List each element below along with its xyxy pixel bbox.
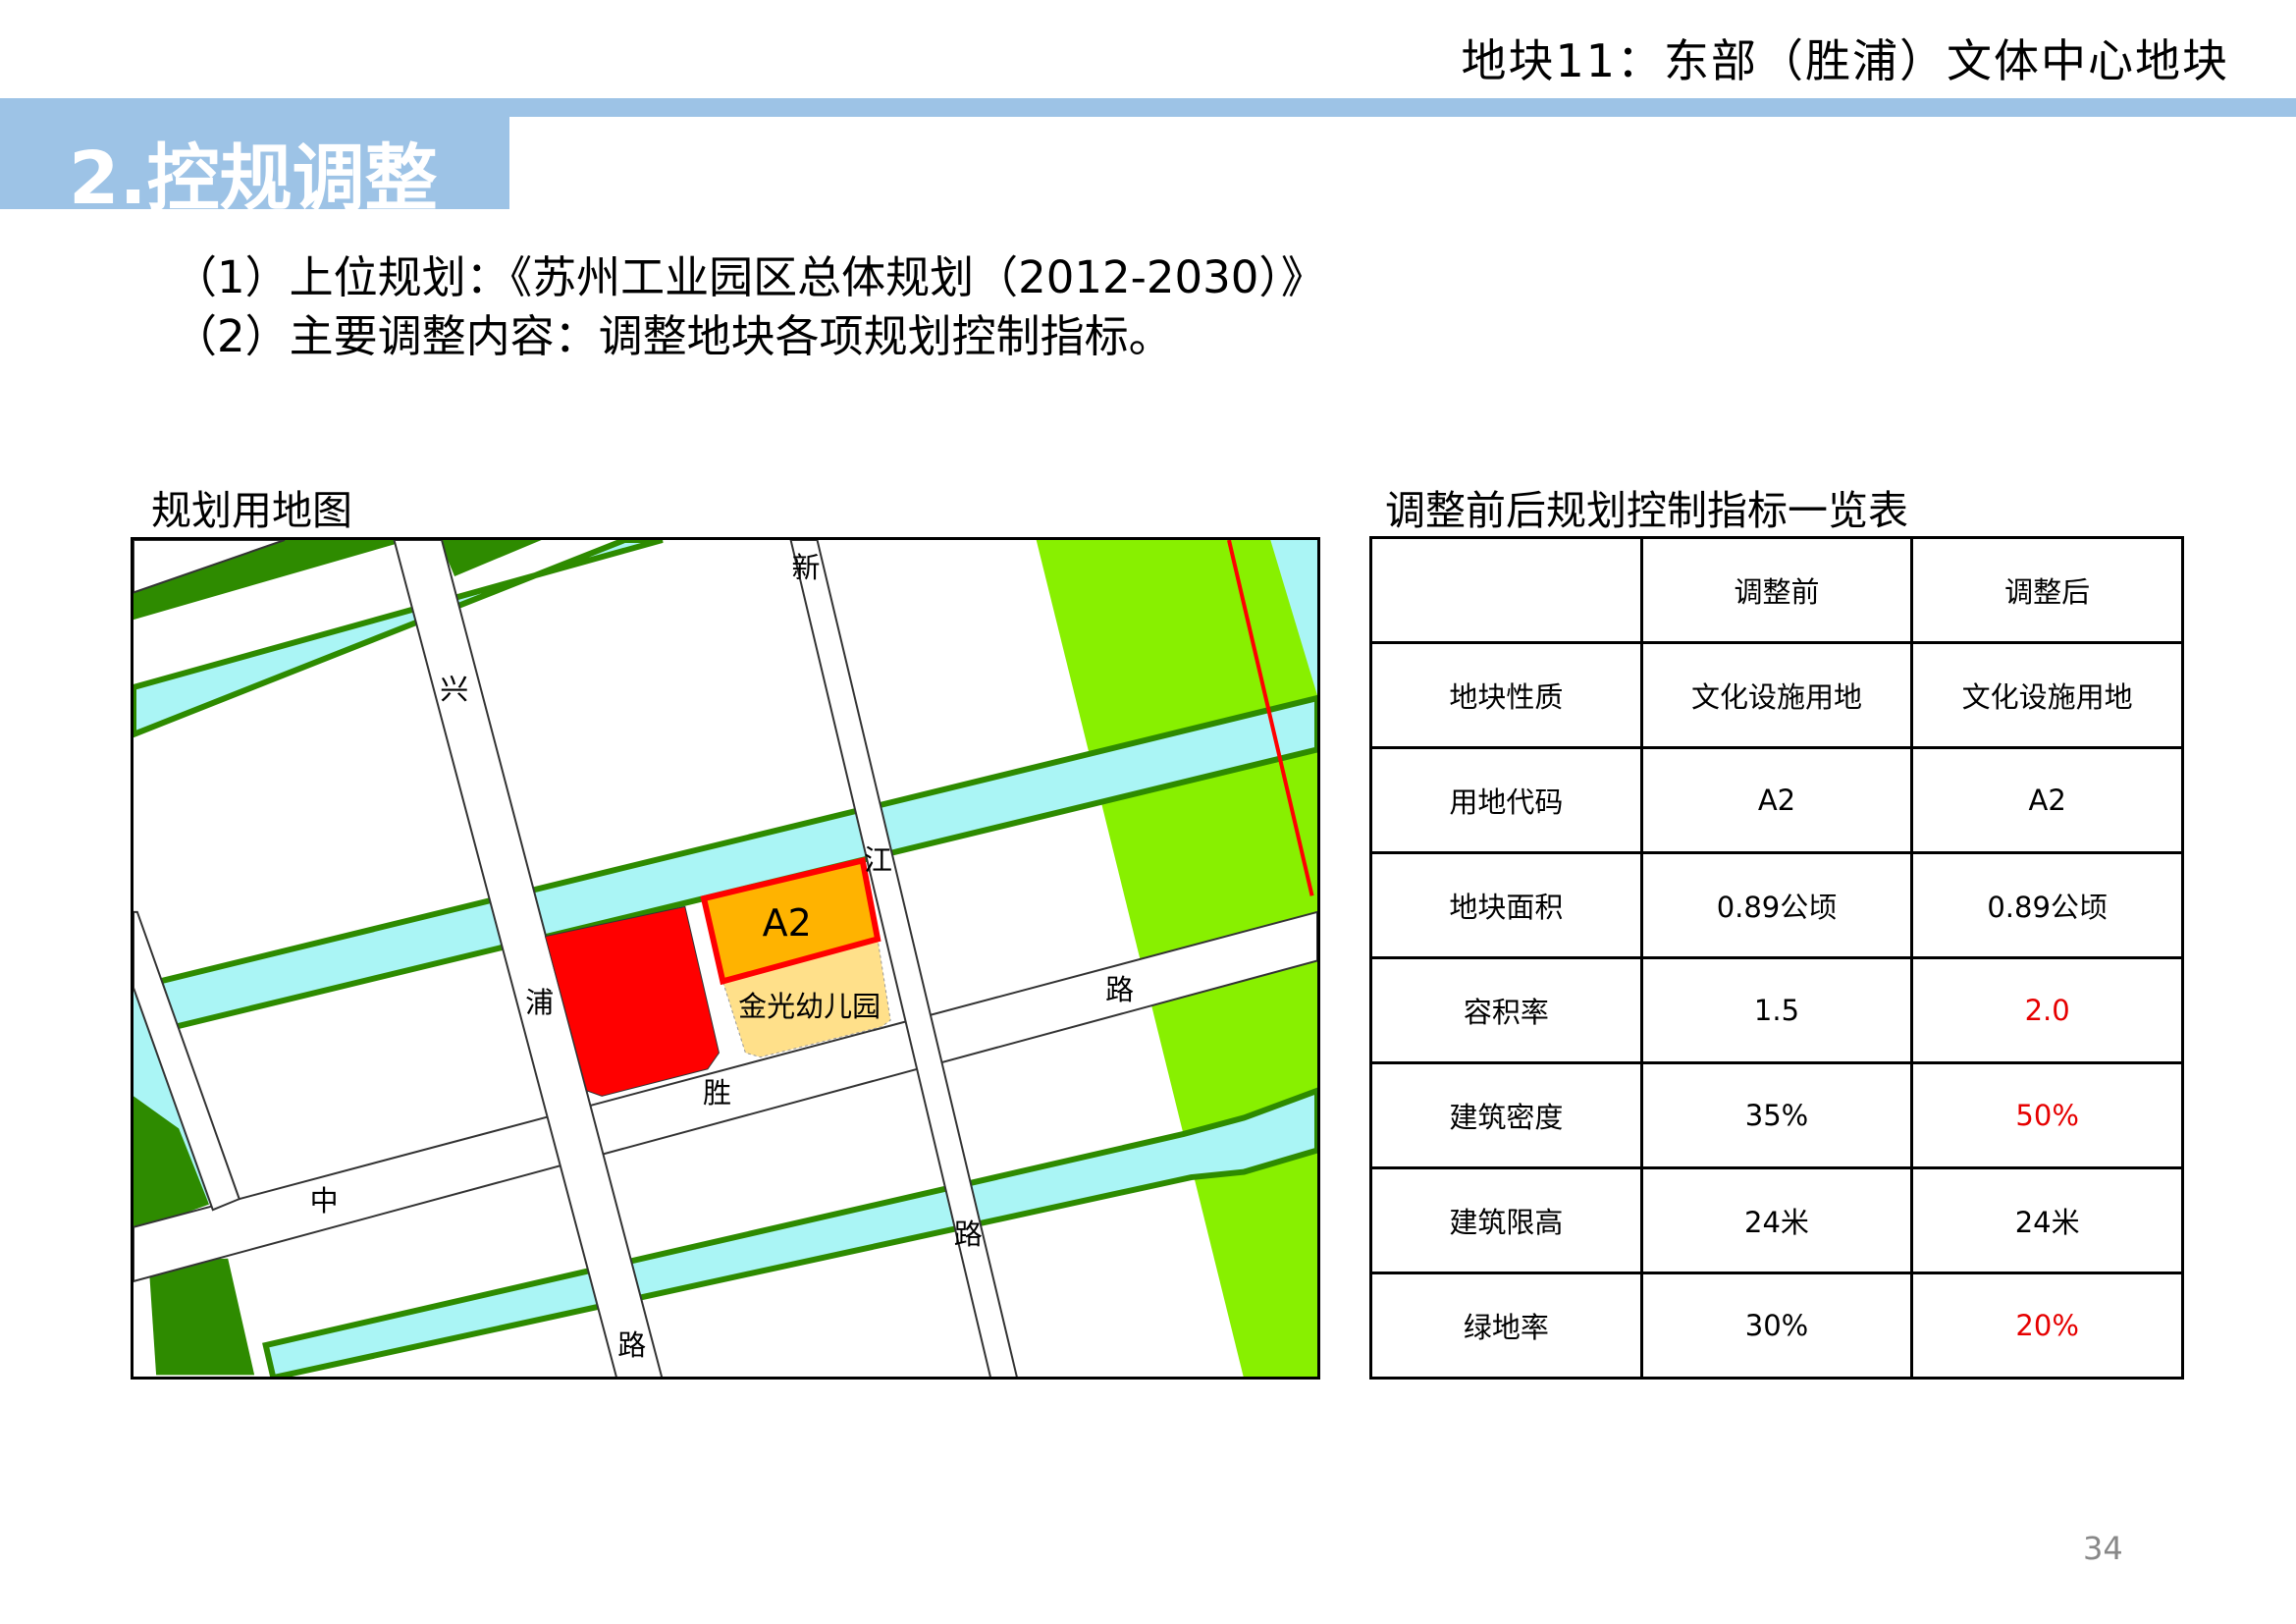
table-caption: 调整前后规划控制指标一览表 [1385,487,1908,534]
forest-area [133,1096,209,1232]
a2-site-parcel [704,860,878,981]
table-row: 容积率 1.5 2.0 [1369,956,2184,1064]
intro-line-2: （2）主要调整内容：调整地块各项规划控制指标。 [173,310,1173,362]
section-title: 2.控规调整 [69,136,438,221]
cell-after: 50% [1910,1061,2184,1169]
cell-label: 地块面积 [1369,851,1643,959]
road-left [133,912,240,1210]
header-cell [1369,536,1643,644]
road-label: 浦 [525,986,555,1020]
header-cell: 调整前 [1639,536,1914,644]
cell-label: 地块性质 [1369,641,1643,749]
cell-after: 0.89公顷 [1910,851,2184,959]
culture-parcel [545,906,719,1096]
cell-before: 文化设施用地 [1639,641,1914,749]
cell-before: 24米 [1639,1166,1914,1274]
section-title-box [0,117,509,209]
table-row: 建筑密度 35% 50% [1369,1061,2184,1169]
header-bar [0,98,2296,117]
boundary-line [1229,540,1312,895]
cell-label: 用地代码 [1369,746,1643,854]
table-body: 地块性质 文化设施用地 文化设施用地 用地代码 A2 A2 地块面积 0.89公顷 0.89公顷… [1369,641,2184,1380]
cell-before: 30% [1639,1272,1914,1380]
table-row: 地块性质 文化设施用地 文化设施用地 [1369,641,2184,749]
table-header-row: 调整前 调整后 [1369,536,2184,644]
road-label: 路 [617,1327,647,1362]
map-drawing [133,540,1317,1377]
cell-after: 24米 [1910,1166,2184,1274]
forest-area [439,540,542,576]
document-title: 地块11：东部（胜浦）文体中心地块 [1461,34,2229,87]
cell-before: A2 [1639,746,1914,854]
intro-line-1: （1）上位规划：《苏州工业园区总体规划（2012-2030）》 [173,251,1325,303]
road-xinjiang [791,540,1018,1377]
cell-label: 建筑限高 [1369,1166,1643,1274]
kindergarten-label: 金光幼儿园 [738,989,881,1023]
road-label: 路 [1105,972,1135,1006]
control-indicator-table: 调整前 调整后 地块性质 文化设施用地 文化设施用地 用地代码 A2 A2 地块面积 0.89… [1369,536,2184,1380]
cell-before: 0.89公顷 [1639,851,1914,959]
map-caption: 规划用地图 [151,487,352,534]
site-code-label: A2 [762,901,812,946]
cell-after: 文化设施用地 [1910,641,2184,749]
cell-label: 绿地率 [1369,1272,1643,1380]
cell-after: A2 [1910,746,2184,854]
cell-after: 2.0 [1910,956,2184,1064]
road-label: 兴 [440,672,469,706]
road-label: 路 [953,1217,983,1251]
forest-area [148,1258,255,1376]
land-use-map: 新 兴 江 A2 浦 金光幼儿园 路 胜 中 路 路 [131,537,1320,1380]
header-cell: 调整后 [1910,536,2184,644]
road-xingpu [395,540,663,1377]
canal [266,1091,1317,1377]
table-row: 地块面积 0.89公顷 0.89公顷 [1369,851,2184,959]
page-number: 34 [2083,1530,2123,1567]
cell-before: 35% [1639,1061,1914,1169]
road-label: 胜 [703,1075,732,1110]
road-label: 江 [864,842,893,877]
table-row: 用地代码 A2 A2 [1369,746,2184,854]
table-row: 建筑限高 24米 24米 [1369,1166,2184,1274]
cell-before: 1.5 [1639,956,1914,1064]
table-row: 绿地率 30% 20% [1369,1272,2184,1380]
cell-label: 容积率 [1369,956,1643,1064]
road-edge-strip [133,540,285,592]
cell-label: 建筑密度 [1369,1061,1643,1169]
cell-after: 20% [1910,1272,2184,1380]
road-label: 中 [309,1184,339,1218]
canal [133,540,663,734]
road-label: 新 [791,550,821,584]
